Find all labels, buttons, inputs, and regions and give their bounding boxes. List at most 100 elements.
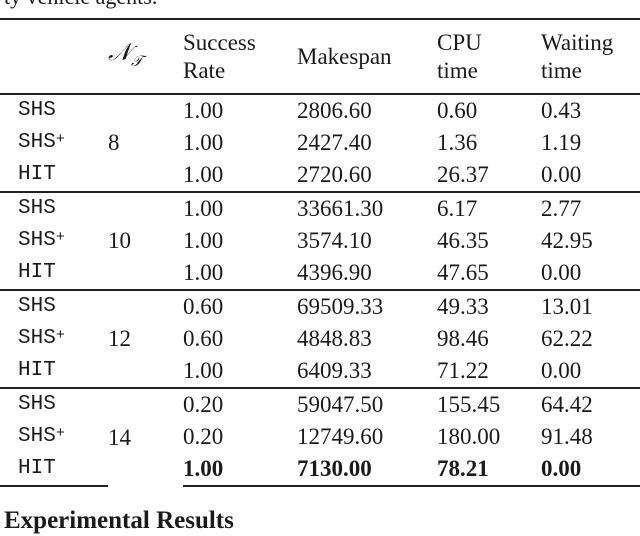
n-tau-value: 12 bbox=[108, 289, 183, 388]
makespan-cell: 59047.50 bbox=[297, 387, 437, 421]
preceding-text-fragment: ty vehicle agents. bbox=[4, 0, 157, 8]
waiting-time-cell: 91.48 bbox=[541, 424, 593, 449]
makespan-cell: 7130.00 bbox=[297, 453, 437, 487]
plus-superscript: + bbox=[55, 425, 65, 442]
table-body: SHS 8 1.00 2806.60 0.60 0.43 SHS+ 1.00 2… bbox=[0, 93, 640, 487]
algorithm-name: SHS bbox=[18, 131, 56, 154]
algorithm-cell: HIT bbox=[0, 355, 108, 388]
header-algorithm bbox=[0, 18, 108, 95]
waiting-time-cell: 13.01 bbox=[541, 289, 640, 323]
algorithm-cell: HIT bbox=[0, 257, 108, 290]
n-tau-value: 8 bbox=[108, 93, 183, 192]
plus-superscript: + bbox=[55, 229, 65, 246]
section-caption: Experimental Results bbox=[4, 507, 234, 534]
cpu-time-cell: 155.45 bbox=[437, 387, 541, 421]
algorithm-cell: SHS bbox=[0, 387, 108, 421]
algorithm-name: HIT bbox=[18, 261, 56, 284]
plus-superscript: + bbox=[55, 131, 65, 148]
algorithm-name: SHS bbox=[18, 425, 56, 448]
algorithm-name: HIT bbox=[18, 457, 56, 480]
header-waiting-time-line2: time bbox=[541, 57, 582, 83]
algorithm-cell: SHS+ bbox=[0, 225, 108, 257]
table-row: SHS+ 1.00 2427.40 1.36 1.19 bbox=[0, 127, 640, 159]
waiting-time-cell: 0.00 bbox=[541, 358, 582, 383]
algorithm-name: SHS bbox=[18, 393, 56, 416]
n-tau-main: 𝒩 bbox=[108, 38, 131, 67]
success-rate-cell: 0.60 bbox=[183, 289, 297, 323]
header-makespan: Makespan bbox=[297, 18, 437, 95]
table-row: HIT 1.00 4396.90 47.65 0.00 bbox=[0, 257, 640, 290]
waiting-time-cell: 0.00 bbox=[541, 162, 582, 187]
makespan-cell: 12749.60 bbox=[297, 424, 384, 449]
success-rate-cell: 0.20 bbox=[183, 387, 297, 421]
header-n-tau: 𝒩𝒯 bbox=[108, 18, 183, 95]
cpu-time-cell: 78.21 bbox=[437, 453, 541, 487]
waiting-time-cell: 62.22 bbox=[541, 326, 593, 351]
cpu-time-cell: 6.17 bbox=[437, 191, 541, 225]
cpu-time-cell: 26.37 bbox=[437, 162, 489, 187]
makespan-cell: 3574.10 bbox=[297, 228, 372, 253]
header-cpu-time: CPU time bbox=[437, 18, 541, 95]
algorithm-name: SHS bbox=[18, 197, 56, 220]
table-row: HIT 1.00 6409.33 71.22 0.00 bbox=[0, 355, 640, 388]
header-row: 𝒩𝒯 Success Rate Makespan CPU time Waitin… bbox=[0, 18, 640, 95]
makespan-cell: 2806.60 bbox=[297, 93, 437, 127]
success-rate-cell: 1.00 bbox=[183, 191, 297, 225]
algorithm-cell: HIT bbox=[0, 159, 108, 192]
table-row: SHS 12 0.60 69509.33 49.33 13.01 bbox=[0, 289, 640, 388]
table-row: SHS+ 1.00 3574.10 46.35 42.95 bbox=[0, 225, 640, 257]
header-success-rate-line1: Success bbox=[183, 29, 256, 55]
header-cpu-time-line2: time bbox=[437, 57, 478, 83]
n-tau-value: 10 bbox=[108, 191, 183, 290]
algorithm-cell: SHS bbox=[0, 191, 108, 225]
header-cpu-time-line1: CPU bbox=[437, 29, 482, 55]
algorithm-cell: SHS bbox=[0, 93, 108, 127]
success-rate-cell: 1.00 bbox=[183, 358, 224, 383]
n-tau-symbol: 𝒩𝒯 bbox=[108, 38, 143, 70]
cpu-time-cell: 47.65 bbox=[437, 260, 489, 285]
table-row: SHS+ 0.20 12749.60 180.00 91.48 bbox=[0, 421, 640, 453]
waiting-time-cell: 64.42 bbox=[541, 387, 640, 421]
success-rate-cell: 1.00 bbox=[183, 93, 297, 127]
n-tau-sub: 𝒯 bbox=[131, 51, 143, 70]
algorithm-name: SHS bbox=[18, 99, 56, 122]
header-success-rate-line2: Rate bbox=[183, 57, 226, 83]
plus-superscript: + bbox=[55, 327, 65, 344]
algorithm-cell: SHS+ bbox=[0, 323, 108, 355]
makespan-cell: 33661.30 bbox=[297, 191, 437, 225]
algorithm-cell: SHS+ bbox=[0, 127, 108, 159]
header-waiting-time: Waiting time bbox=[541, 18, 640, 95]
makespan-cell: 2720.60 bbox=[297, 162, 372, 187]
algorithm-name: HIT bbox=[18, 359, 56, 382]
makespan-cell: 4396.90 bbox=[297, 260, 372, 285]
waiting-time-cell: 1.19 bbox=[541, 130, 582, 155]
algorithm-name: SHS bbox=[18, 295, 56, 318]
algorithm-cell: SHS bbox=[0, 289, 108, 323]
waiting-time-cell: 42.95 bbox=[541, 228, 593, 253]
makespan-cell: 2427.40 bbox=[297, 130, 372, 155]
success-rate-cell: 1.00 bbox=[183, 228, 224, 253]
waiting-time-cell: 2.77 bbox=[541, 191, 640, 225]
waiting-time-cell: 0.00 bbox=[541, 453, 640, 487]
table-row: SHS 10 1.00 33661.30 6.17 2.77 bbox=[0, 191, 640, 290]
table-row: SHS 8 1.00 2806.60 0.60 0.43 bbox=[0, 93, 640, 192]
cpu-time-cell: 71.22 bbox=[437, 358, 489, 383]
cpu-time-cell: 180.00 bbox=[437, 424, 501, 449]
success-rate-cell: 1.00 bbox=[183, 162, 224, 187]
cpu-time-cell: 98.46 bbox=[437, 326, 489, 351]
n-tau-value: 14 bbox=[108, 387, 183, 486]
header-waiting-time-line1: Waiting bbox=[541, 29, 614, 55]
success-rate-cell: 0.60 bbox=[183, 326, 224, 351]
cpu-time-cell: 46.35 bbox=[437, 228, 489, 253]
makespan-cell: 4848.83 bbox=[297, 326, 372, 351]
table-row: SHS+ 0.60 4848.83 98.46 62.22 bbox=[0, 323, 640, 355]
success-rate-cell: 0.20 bbox=[183, 424, 224, 449]
algorithm-name: SHS bbox=[18, 229, 56, 252]
algorithm-cell: HIT bbox=[0, 453, 108, 487]
algorithm-name: SHS bbox=[18, 327, 56, 350]
cpu-time-cell: 0.60 bbox=[437, 93, 541, 127]
algorithm-cell: SHS+ bbox=[0, 421, 108, 453]
algorithm-name: HIT bbox=[18, 163, 56, 186]
success-rate-cell: 1.00 bbox=[183, 260, 224, 285]
table-row: HIT 1.00 2720.60 26.37 0.00 bbox=[0, 159, 640, 192]
